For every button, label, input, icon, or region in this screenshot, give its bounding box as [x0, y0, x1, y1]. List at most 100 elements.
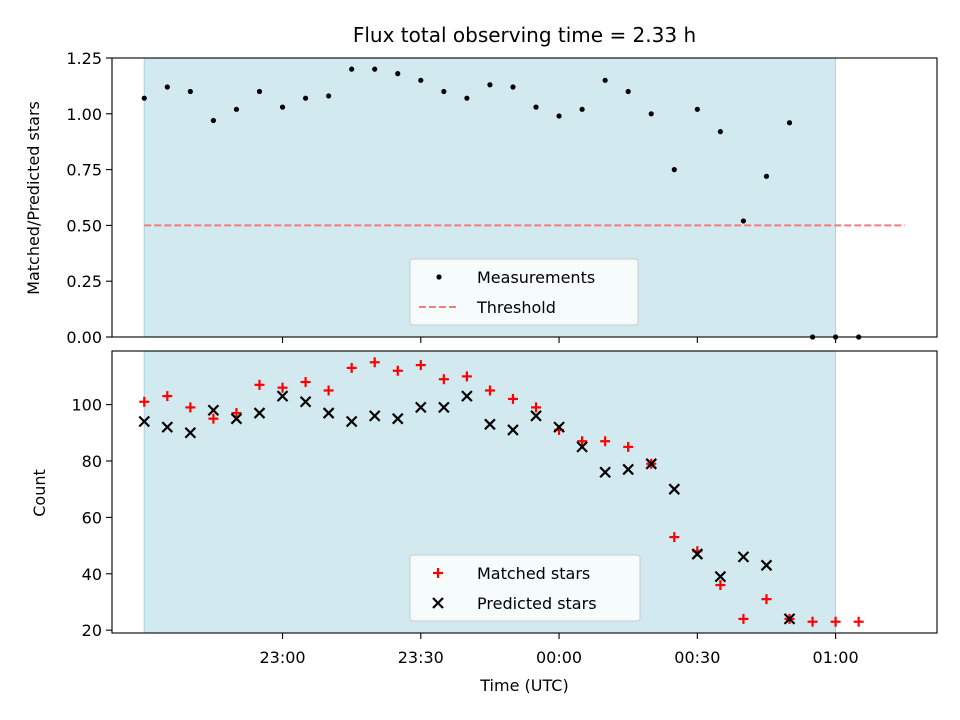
measurement-point	[187, 88, 193, 95]
predicted-stars-legend-marker	[432, 597, 444, 609]
measurement-point	[326, 93, 332, 99]
x-tick-label: 00:00	[536, 648, 582, 667]
legend-measurements-label: Measurements	[477, 268, 595, 287]
matched-star-point	[438, 374, 449, 385]
matched-star-point	[162, 391, 173, 402]
matched-star-point	[577, 436, 588, 447]
measurement-point	[579, 106, 585, 112]
matched-star-point	[139, 396, 150, 407]
legend-matched-label: Matched stars	[477, 564, 590, 583]
legend-threshold-label: Threshold	[476, 298, 556, 317]
predicted-star-point	[138, 415, 151, 428]
legend-predicted-label: Predicted stars	[477, 594, 597, 613]
measurement-point	[164, 84, 170, 90]
measurement-point	[625, 88, 631, 95]
predicted-star-point	[576, 441, 588, 453]
matched-star-point	[392, 365, 403, 376]
ratio-plot-frame	[111, 57, 938, 338]
predicted-star-point	[714, 570, 727, 583]
x-tick-label: 00:30	[674, 648, 720, 667]
measurement-point	[418, 77, 424, 83]
measurement-point	[395, 71, 401, 77]
counts-plot-frame	[111, 350, 938, 634]
predicted-star-point	[530, 410, 542, 422]
counts-y-axis-label: Count	[30, 469, 49, 517]
y-tick-label: 40	[82, 565, 102, 584]
predicted-star-point	[760, 559, 773, 572]
matched-star-point	[415, 360, 426, 371]
matched-star-point	[185, 402, 196, 413]
predicted-star-point	[415, 401, 427, 414]
counts-marks	[138, 357, 864, 627]
predicted-star-point	[391, 412, 404, 425]
measurement-point	[671, 167, 677, 173]
ratio-panel: 0.00 0.25 0.50 0.75 1.00 1.25 Matched/Predict…	[24, 49, 938, 347]
y-tick-label: 80	[82, 452, 102, 471]
counts-legend-box	[409, 554, 641, 622]
y-tick-label: 20	[82, 621, 102, 640]
measurement-point	[141, 95, 147, 101]
predicted-star-point	[230, 412, 243, 425]
matched-stars-legend-marker	[433, 568, 443, 578]
matched-star-point	[600, 436, 611, 447]
measurement-point	[372, 66, 378, 72]
measurement-point	[602, 77, 608, 83]
matched-star-point	[254, 379, 265, 390]
predicted-star-point	[622, 463, 634, 476]
ratio-x-ticks	[281, 337, 837, 343]
x-tick-label: 23:30	[398, 648, 444, 667]
x-axis-label: Time (UTC)	[479, 676, 568, 695]
ratio-legend: Measurements Threshold	[409, 258, 639, 326]
predicted-star-point	[322, 407, 335, 419]
counts-panel: 20 40 60 80 100 23:00 23:30 00:00 00:30 01:00 Co…	[30, 350, 938, 695]
predicted-star-point	[668, 483, 681, 495]
chart-title: Flux total observing time = 2.33 h	[353, 23, 696, 47]
y-tick-label: 1.25	[66, 49, 102, 68]
measurements-legend-marker	[436, 274, 442, 280]
matched-star-point	[300, 377, 311, 388]
matched-star-point	[623, 441, 634, 452]
matched-star-point	[369, 357, 380, 368]
ratio-marks	[141, 66, 905, 340]
matched-star-point	[669, 532, 680, 543]
y-tick-label: 60	[82, 508, 102, 527]
y-tick-label: 1.00	[66, 105, 102, 124]
measurement-point	[233, 106, 240, 112]
measurement-point	[533, 104, 539, 110]
x-tick-label: 01:00	[813, 648, 859, 667]
predicted-star-point	[599, 466, 611, 479]
matched-star-point	[277, 382, 288, 393]
matched-star-point	[531, 402, 542, 413]
y-tick-label: 100	[71, 396, 102, 415]
predicted-star-point	[299, 395, 312, 408]
predicted-star-point	[345, 415, 358, 428]
measurement-point	[786, 120, 793, 126]
measurement-point	[740, 218, 747, 224]
predicted-star-point	[507, 424, 519, 436]
measurement-point	[556, 113, 562, 119]
y-tick-label: 0.50	[66, 216, 102, 235]
measurement-point	[694, 106, 700, 112]
measurement-point	[510, 84, 516, 90]
predicted-star-point	[484, 418, 496, 431]
predicted-star-point	[368, 410, 381, 422]
y-tick-label: 0.75	[66, 161, 102, 180]
predicted-star-point	[253, 407, 266, 419]
predicted-star-point	[184, 427, 197, 439]
matched-star-point	[208, 413, 219, 424]
matched-star-point	[738, 613, 749, 624]
measurement-point	[302, 95, 309, 101]
measurement-point	[349, 66, 355, 72]
predicted-star-point	[783, 613, 796, 625]
matched-star-point	[461, 371, 472, 382]
matched-star-point	[715, 580, 726, 591]
y-tick-label: 0.25	[66, 272, 102, 291]
matched-star-point	[346, 362, 357, 373]
predicted-star-point	[461, 390, 473, 402]
counts-y-axis: 20 40 60 80 100	[71, 396, 112, 640]
predicted-star-point	[737, 551, 750, 563]
predicted-star-point	[645, 458, 658, 470]
x-tick-label: 23:00	[259, 648, 305, 667]
predicted-star-point	[438, 401, 450, 414]
